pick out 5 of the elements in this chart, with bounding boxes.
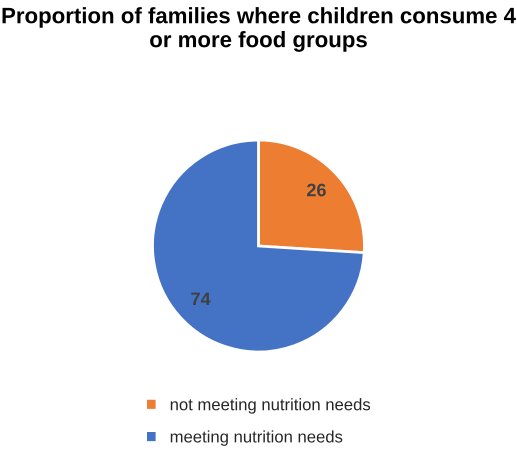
chart-title: Proportion of families where children consume 4 or more food groups: [2, 7, 516, 52]
legend-label: meeting nutrition needs: [170, 430, 342, 446]
legend-label: not meeting nutrition needs: [170, 398, 370, 414]
data-label: 74: [191, 292, 211, 306]
data-label: 26: [307, 184, 326, 196]
